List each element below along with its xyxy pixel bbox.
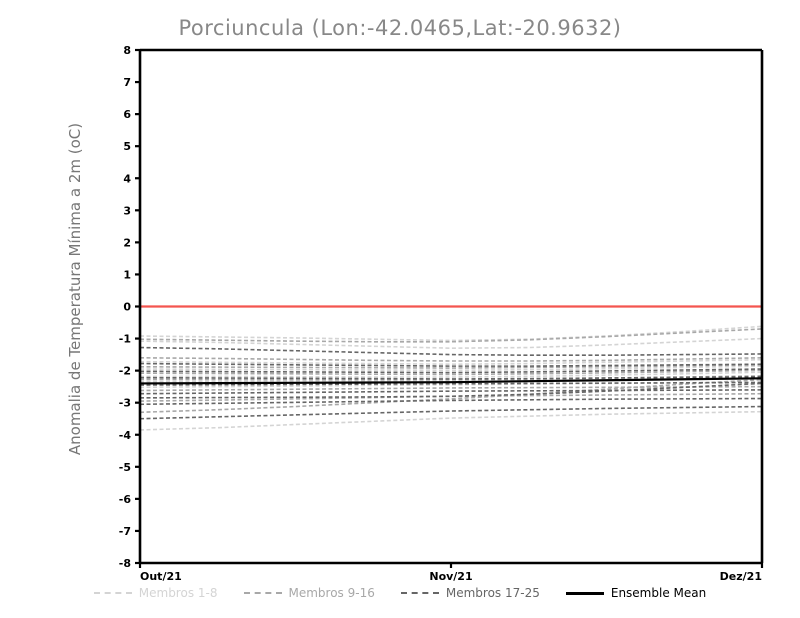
y-tick-label: -1 bbox=[119, 333, 131, 346]
legend-swatch-1 bbox=[93, 592, 132, 594]
y-tick-label: -6 bbox=[119, 493, 132, 506]
y-tick-label: -2 bbox=[119, 365, 131, 378]
member-line bbox=[139, 346, 763, 357]
y-tick-label: 3 bbox=[123, 204, 131, 217]
y-tick-label: 5 bbox=[123, 140, 131, 153]
x-tick-label: Out/21 bbox=[140, 570, 182, 583]
x-axis-ticks: Out/21 Nov/21 Dez/21 bbox=[138, 563, 764, 583]
legend-label: Membros 17-25 bbox=[445, 586, 540, 600]
y-tick-label: 4 bbox=[123, 172, 131, 185]
y-tick-label: -4 bbox=[119, 429, 132, 442]
y-axis-ticks: 8 7 6 5 4 3 2 1 0 -1 -2 -3 -4 -5 -6 -7 -8 bbox=[119, 44, 140, 570]
legend-entry[interactable]: Membros 9-16 bbox=[243, 586, 375, 600]
y-tick-label: 2 bbox=[123, 236, 131, 249]
y-tick-label: 8 bbox=[123, 44, 131, 57]
legend-entry[interactable]: Ensemble Mean bbox=[565, 586, 707, 600]
x-tick-label: Nov/21 bbox=[429, 570, 472, 583]
legend-swatch-2 bbox=[243, 592, 282, 594]
x-tick-label: Dez/21 bbox=[720, 570, 762, 583]
member-line bbox=[139, 328, 763, 343]
legend-label: Ensemble Mean bbox=[610, 586, 707, 600]
y-tick-label: 7 bbox=[123, 76, 131, 89]
chart-title: Porciuncula (Lon:-42.0465,Lat:-20.9632) bbox=[178, 16, 622, 40]
legend-entry[interactable]: Membros 17-25 bbox=[400, 586, 540, 600]
chart-legend: Membros 1-8 Membros 9-16 Membros 17-25 Ense… bbox=[0, 586, 800, 600]
member-line bbox=[139, 358, 763, 366]
legend-entry[interactable]: Membros 1-8 bbox=[93, 586, 218, 600]
y-tick-label: -7 bbox=[119, 525, 131, 538]
y-tick-label: 0 bbox=[123, 301, 131, 314]
member-line bbox=[139, 410, 763, 431]
member-line bbox=[139, 362, 763, 367]
y-tick-label: -5 bbox=[119, 461, 131, 474]
legend-label: Membros 1-8 bbox=[138, 586, 218, 600]
ensemble-mean-line bbox=[139, 377, 763, 385]
y-tick-label: -8 bbox=[119, 557, 131, 570]
legend-swatch-3 bbox=[400, 592, 439, 594]
y-tick-label: 6 bbox=[123, 108, 131, 121]
legend-swatch-4 bbox=[565, 591, 604, 595]
y-tick-label: 1 bbox=[123, 268, 131, 281]
y-tick-label: -3 bbox=[119, 397, 131, 410]
legend-label: Membros 9-16 bbox=[288, 586, 375, 600]
ensemble-mean-polyline bbox=[139, 377, 763, 385]
series-layer bbox=[139, 325, 763, 431]
